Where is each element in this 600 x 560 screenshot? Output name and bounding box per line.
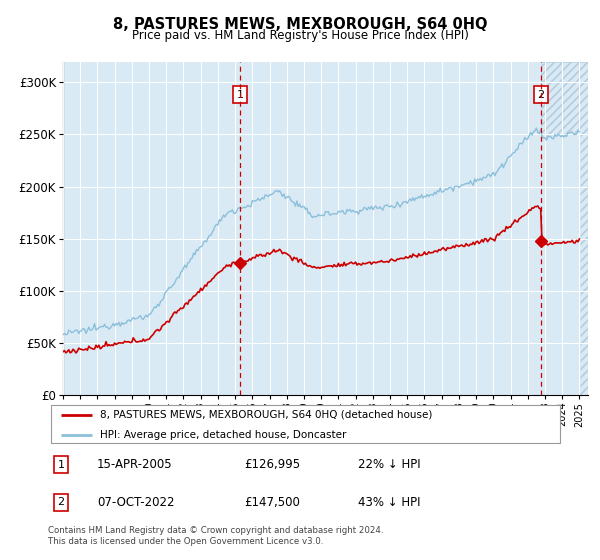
Text: 1: 1: [236, 90, 244, 100]
Text: £126,995: £126,995: [244, 458, 300, 471]
Text: £147,500: £147,500: [244, 496, 300, 509]
Text: 8, PASTURES MEWS, MEXBOROUGH, S64 0HQ: 8, PASTURES MEWS, MEXBOROUGH, S64 0HQ: [113, 17, 487, 32]
FancyBboxPatch shape: [50, 405, 560, 443]
Text: 8, PASTURES MEWS, MEXBOROUGH, S64 0HQ (detached house): 8, PASTURES MEWS, MEXBOROUGH, S64 0HQ (d…: [100, 410, 432, 420]
Text: 07-OCT-2022: 07-OCT-2022: [97, 496, 175, 509]
Text: 15-APR-2005: 15-APR-2005: [97, 458, 173, 471]
Text: Price paid vs. HM Land Registry's House Price Index (HPI): Price paid vs. HM Land Registry's House …: [131, 29, 469, 42]
Bar: [541, 62, 588, 395]
Text: 43% ↓ HPI: 43% ↓ HPI: [358, 496, 420, 509]
Text: HPI: Average price, detached house, Doncaster: HPI: Average price, detached house, Donc…: [100, 430, 346, 440]
Text: 1: 1: [58, 460, 64, 470]
Text: 2: 2: [58, 497, 64, 507]
Text: 2: 2: [538, 90, 545, 100]
Text: 22% ↓ HPI: 22% ↓ HPI: [358, 458, 420, 471]
Bar: [541, 62, 588, 395]
Text: Contains HM Land Registry data © Crown copyright and database right 2024.
This d: Contains HM Land Registry data © Crown c…: [48, 526, 383, 546]
